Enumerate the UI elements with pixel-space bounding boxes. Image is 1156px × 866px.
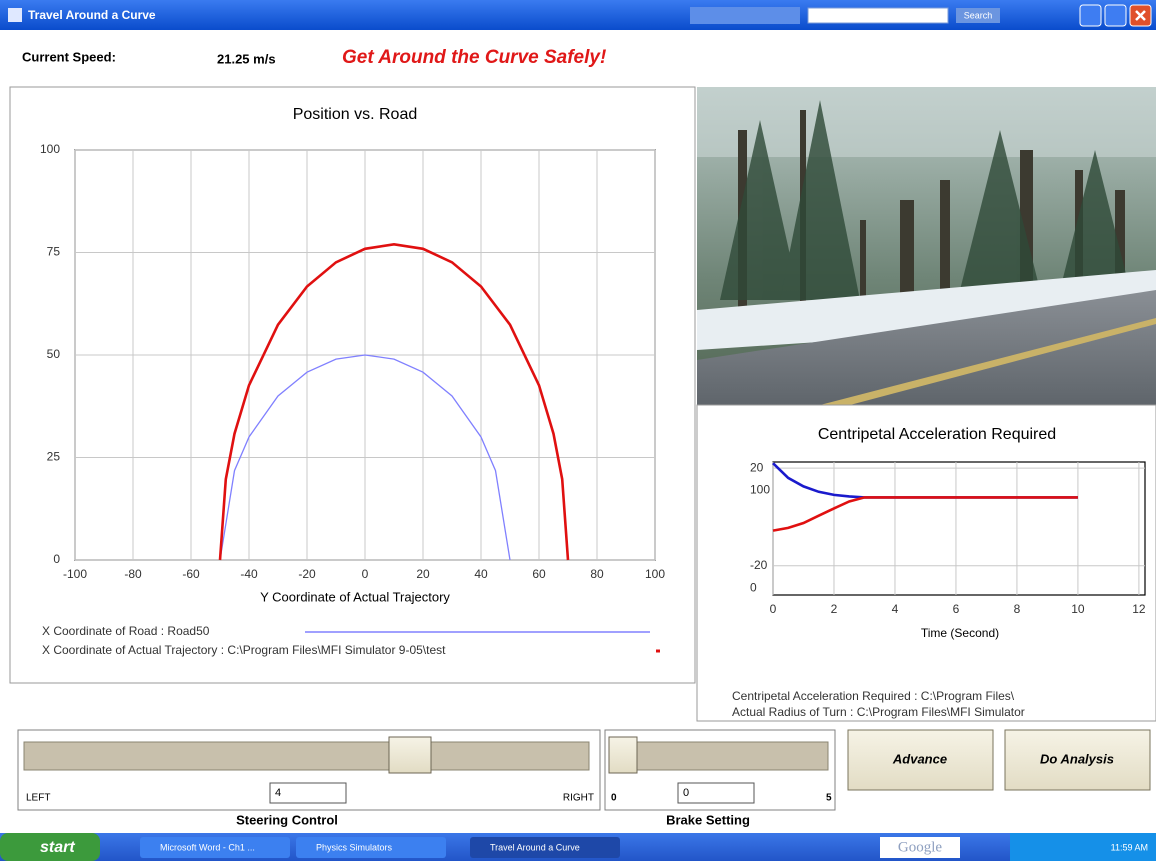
x-tick-label: -60	[182, 567, 200, 581]
y-tick-label: 75	[47, 245, 61, 259]
x-tick-label: -80	[124, 567, 142, 581]
x-tick-label: 4	[892, 602, 899, 616]
legend-label: X Coordinate of Road : Road50	[42, 624, 210, 638]
minimize-button[interactable]	[1079, 4, 1102, 27]
google-box[interactable]	[880, 837, 960, 858]
task-item-label: Physics Simulators	[316, 842, 393, 852]
x-axis-label: Time (Second)	[921, 626, 999, 640]
start-label: start	[40, 839, 75, 856]
task-item[interactable]	[140, 837, 290, 858]
x-tick-label: 20	[416, 567, 430, 581]
steering-thumb[interactable]	[388, 736, 432, 774]
steering-input[interactable]	[269, 782, 347, 804]
y2-tick-label: 100	[750, 483, 770, 497]
road-photo	[697, 87, 1156, 405]
x-tick-label: 0	[770, 602, 777, 616]
speed-value: 21.25 m/s	[217, 51, 276, 66]
x-tick-label: 12	[1132, 602, 1146, 616]
x-tick-label: 8	[1014, 602, 1021, 616]
y-tick-label: 25	[47, 450, 61, 464]
steering-track	[23, 741, 590, 771]
y-tick-label: 0	[53, 552, 60, 566]
x-tick-label: -20	[298, 567, 316, 581]
x-tick-label: 100	[645, 567, 665, 581]
task-item[interactable]	[470, 837, 620, 858]
analysis-button-label: Do Analysis	[1040, 751, 1114, 766]
steering-label: Steering Control	[236, 812, 338, 827]
brake-input[interactable]	[677, 782, 755, 804]
series-line	[772, 496, 1078, 532]
chart-title: Position vs. Road	[293, 106, 418, 123]
brake-min: 0	[611, 793, 617, 804]
legend-label: Actual Radius of Turn : C:\Program Files…	[732, 705, 1025, 719]
app-icon	[8, 8, 22, 22]
tray	[1010, 833, 1156, 861]
y-tick-label: -20	[750, 558, 768, 572]
x-tick-label: 60	[532, 567, 546, 581]
google-logo: Google	[898, 839, 943, 855]
search-button-label: Search	[964, 10, 993, 20]
steering-right-label: RIGHT	[563, 793, 594, 804]
advance-button[interactable]	[847, 729, 994, 791]
headline: Get Around the Curve Safely!	[342, 47, 606, 68]
window-title: Travel Around a Curve	[28, 8, 156, 22]
chart: -100 -80 -60 -40 -20 0 20 40 60 80 100 0 25 50 75 100 X …	[40, 142, 665, 657]
x-tick-label: 10	[1071, 602, 1085, 616]
brake-label: Brake Setting	[666, 812, 750, 827]
start-button[interactable]	[0, 833, 100, 861]
legend-label: Centripetal Acceleration Required : C:\P…	[732, 689, 1015, 703]
x-tick-label: -40	[240, 567, 258, 581]
brake-value: 0	[683, 787, 689, 799]
chart: 0 2 4 6 8 10 12 -20 20 0 100 Centripetal Accelerati…	[732, 460, 1146, 719]
legend-label: X Coordinate of Actual Trajectory : C:\P…	[42, 643, 446, 657]
x-tick-label: 6	[953, 602, 960, 616]
analysis-button[interactable]	[1004, 729, 1151, 791]
task-item[interactable]	[296, 837, 446, 858]
x-tick-label: 0	[362, 567, 369, 581]
legend-swatch	[656, 649, 660, 653]
task-item-label: Microsoft Word - Ch1 ...	[160, 842, 255, 852]
chart-title: Centripetal Acceleration Required	[818, 426, 1056, 443]
brake-thumb[interactable]	[608, 736, 638, 774]
y-tick-label: 50	[47, 347, 61, 361]
x-tick-label: 80	[590, 567, 604, 581]
x-tick-label: 40	[474, 567, 488, 581]
status-bar	[0, 30, 1156, 86]
steering-left-label: LEFT	[26, 793, 50, 804]
x-tick-label: -100	[63, 567, 87, 581]
advance-button-label: Advance	[892, 751, 947, 766]
series-line	[219, 354, 511, 561]
maximize-button[interactable]	[1104, 4, 1127, 27]
x-axis-label: Y Coordinate of Actual Trajectory	[260, 589, 450, 604]
plot-area	[772, 461, 1146, 596]
y-tick-label: 20	[750, 460, 764, 474]
x-tick-label: 2	[831, 602, 838, 616]
steering-value: 4	[275, 787, 281, 799]
search-box[interactable]	[807, 7, 949, 24]
close-icon	[1135, 10, 1146, 21]
y-tick-label: 100	[40, 142, 60, 156]
task-item-label: Travel Around a Curve	[490, 842, 580, 852]
y2-tick-label: 0	[750, 580, 757, 594]
search-button[interactable]	[956, 8, 1000, 23]
brake-track	[609, 741, 829, 771]
series-line	[218, 242, 570, 561]
toolbar	[690, 7, 800, 24]
brake-max: 5	[826, 793, 832, 804]
speed-label: Current Speed:	[22, 49, 116, 64]
clock: 11:59 AM	[1111, 842, 1148, 852]
